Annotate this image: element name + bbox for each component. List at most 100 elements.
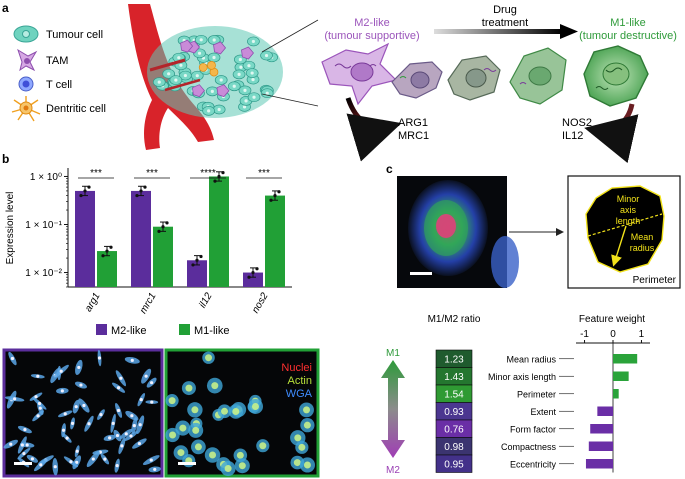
channel-label-wga: WGA <box>286 388 313 400</box>
m2-label: M2 <box>386 465 400 476</box>
bar-arg1-m1 <box>97 251 117 287</box>
legend-swatch-m2 <box>96 324 107 335</box>
shape-feature-box: Minor axis length Mean radius Perimeter <box>567 175 681 289</box>
panel-label-a: a <box>2 1 9 15</box>
significance-label: *** <box>90 168 102 179</box>
drug-arrow <box>434 24 578 39</box>
data-point <box>273 193 277 198</box>
data-point <box>255 267 259 271</box>
mean-radius-label-1: Mean <box>631 232 654 242</box>
dendritic-cell <box>207 61 216 70</box>
weight-bar <box>613 371 629 381</box>
data-point <box>87 185 91 189</box>
drug-label-line1: Drug <box>493 4 517 16</box>
ratio-value: 0.95 <box>444 459 464 470</box>
feature-label: Mean radius <box>506 354 556 364</box>
feature-label: Eccentricity <box>510 459 557 469</box>
weight-tick-label: 1 <box>639 329 645 340</box>
legend-label-dendritic: Dentritic cell <box>46 103 106 115</box>
bar-il12-m1 <box>209 176 229 287</box>
legend-label-tumour: Tumour cell <box>46 29 103 41</box>
significance-label: *** <box>146 168 158 179</box>
m1-marker-nos2: NOS2 <box>562 117 592 129</box>
m1-title: M1-like <box>610 17 645 29</box>
feature-label: Compactness <box>501 442 557 452</box>
cell-micrograph <box>397 176 519 288</box>
category-label-mrc1: mrc1 <box>138 291 159 316</box>
panel-label-b: b <box>2 152 9 166</box>
weight-bar <box>613 354 638 364</box>
data-point <box>195 258 199 262</box>
m2-curve-arrow <box>345 97 402 162</box>
data-point <box>79 193 83 198</box>
tam-cell <box>213 41 227 55</box>
legend-tam: TAM <box>17 48 68 72</box>
legend-series-m1: M1-like <box>194 325 229 337</box>
data-point <box>101 254 105 258</box>
ratio-value: 0.98 <box>444 442 464 453</box>
data-point <box>191 263 195 267</box>
data-point <box>139 189 143 193</box>
micrograph-m2-cells <box>3 349 161 476</box>
macrophage-transition-3 <box>509 47 567 105</box>
m1-label: M1 <box>386 348 400 359</box>
data-point <box>269 198 273 202</box>
weight-bar <box>597 406 613 416</box>
data-point <box>221 171 225 175</box>
macrophage-m2 <box>321 42 398 106</box>
legend-t-cell: T cell <box>18 76 72 92</box>
weight-bar <box>590 424 613 434</box>
minor-axis-label-3: length <box>616 216 641 226</box>
legend-label-tam: TAM <box>46 55 68 67</box>
bar-il12-m2 <box>187 260 207 287</box>
dendritic-cell-icon <box>11 96 41 122</box>
tam-icon <box>17 48 38 72</box>
legend-dendritic-cell: Dentritic cell <box>11 96 106 122</box>
channel-label-nuclei: Nuclei <box>281 362 312 374</box>
legend-swatch-m1 <box>179 324 190 335</box>
ratio-value: 1.43 <box>444 372 464 383</box>
micrograph-m1: Nuclei Actin WGA <box>164 348 320 478</box>
tam-cell <box>216 84 230 98</box>
m1-curve-arrow <box>584 103 639 164</box>
panel-label-c: c <box>386 162 393 176</box>
bar-nos2-m1 <box>265 195 285 287</box>
scale-bar-m2 <box>14 462 32 465</box>
tumour-illustration <box>128 4 283 150</box>
m2-title: M2-like <box>354 17 389 29</box>
feature-label: Perimeter <box>517 389 556 399</box>
perimeter-label: Perimeter <box>633 275 677 286</box>
tam-cell <box>241 46 254 60</box>
mean-radius-arrow <box>611 225 627 267</box>
bar-arg1-m2 <box>75 190 95 287</box>
y-tick-label: 1 × 10⁰ <box>30 172 62 183</box>
feature-label: Minor axis length <box>488 372 556 382</box>
weight-bar <box>585 459 613 469</box>
weight-tick-label: 0 <box>610 329 616 340</box>
scale-bar-m1 <box>178 462 196 465</box>
y-tick-label: 1 × 10⁻² <box>25 268 62 279</box>
weight-title: Feature weight <box>579 314 645 325</box>
data-point <box>161 225 165 229</box>
data-point <box>105 249 109 253</box>
tam-cell <box>180 39 194 53</box>
data-point <box>83 189 87 193</box>
minor-axis-line <box>587 213 663 237</box>
t-cell-icon <box>18 76 34 92</box>
legend-series-m2: M2-like <box>111 325 146 337</box>
feature-weight-chart: -1 0 1 1.23 Mean radius 1.43 Minor axis length… <box>435 329 650 473</box>
bar-mrc1-m1 <box>153 226 173 287</box>
y-axis-label: Expression level <box>5 192 16 265</box>
macrophage-m1 <box>583 45 649 107</box>
data-point <box>135 193 139 198</box>
data-point <box>199 254 203 259</box>
feature-label: Extent <box>530 407 556 417</box>
category-label-arg1: arg1 <box>83 291 103 314</box>
ratio-cell <box>435 454 473 473</box>
tam-cell <box>191 84 205 98</box>
macrophage-transition-2 <box>447 55 501 101</box>
m1-marker-il12: IL12 <box>562 130 583 142</box>
zoom-line-bottom <box>261 93 319 107</box>
m2-marker-arg1: ARG1 <box>398 117 428 129</box>
m2-marker-mrc1: MRC1 <box>398 130 429 142</box>
